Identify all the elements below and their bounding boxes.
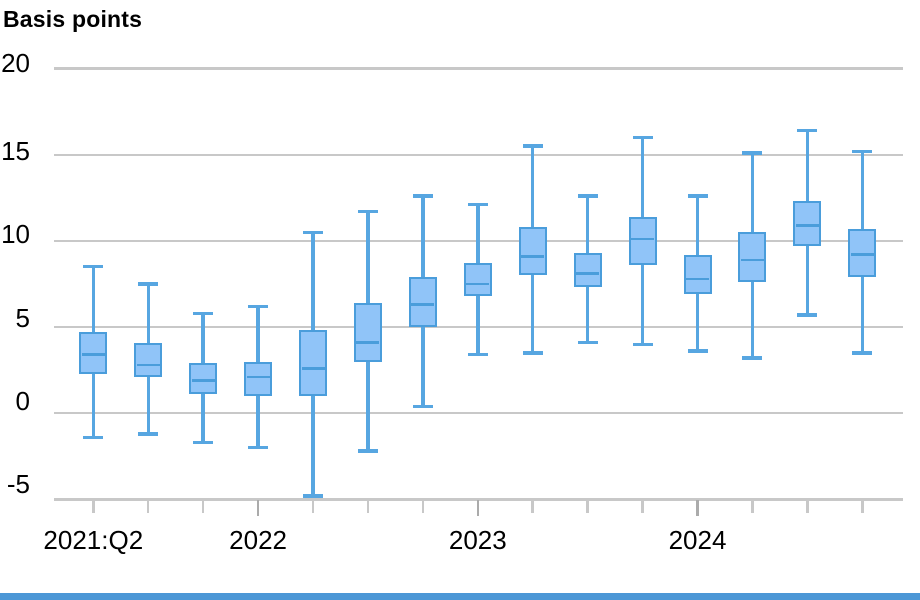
iqr-box (189, 363, 218, 395)
median-line (466, 282, 490, 286)
whisker-cap-bottom (248, 445, 269, 450)
x-axis-tick (861, 500, 864, 513)
iqr-box (408, 277, 437, 328)
x-axis-tick (366, 500, 370, 513)
y-axis-tick-label: 5 (15, 303, 30, 333)
iqr-box (848, 228, 877, 278)
x-axis-tick (201, 500, 205, 513)
median-line (81, 353, 105, 356)
iqr-box (134, 342, 163, 377)
median-line (850, 253, 874, 256)
whisker-cap-bottom (742, 356, 763, 360)
median-line (686, 277, 710, 280)
iqr-box (628, 216, 657, 265)
median-line (246, 375, 270, 379)
whisker-cap-bottom (522, 351, 543, 355)
iqr-box (353, 302, 382, 362)
median-line (576, 272, 600, 275)
whisker-cap-bottom (138, 432, 159, 436)
whisker-cap-top (412, 194, 433, 198)
whisker-cap-bottom (193, 440, 214, 445)
x-axis-tick (531, 500, 534, 513)
iqr-box (518, 227, 547, 276)
x-axis-tick (586, 500, 589, 513)
y-axis-tick-label: 0 (15, 386, 30, 416)
chart-title: Basis points (3, 6, 143, 32)
y-axis-tick-label: -5 (6, 469, 30, 499)
iqr-box (299, 330, 328, 396)
bottom-accent-bar (0, 593, 920, 600)
median-line (136, 363, 160, 367)
whisker-cap-bottom (687, 349, 708, 353)
iqr-box (738, 232, 767, 283)
whisker-cap-top (357, 209, 378, 214)
whisker-cap-top (687, 194, 708, 198)
whisker-cap-top (742, 151, 763, 155)
y-axis-tick-label: 15 (1, 136, 30, 166)
y-axis-tick-label: 20 (1, 48, 30, 78)
iqr-box (683, 254, 712, 295)
median-line (356, 341, 380, 344)
whisker-cap-bottom (632, 342, 653, 347)
whisker-cap-bottom (577, 340, 598, 345)
whisker-cap-bottom (303, 494, 324, 498)
median-line (521, 255, 545, 258)
gridline (54, 498, 903, 501)
whisker-cap-top (797, 128, 818, 133)
iqr-box (793, 201, 822, 247)
whisker-cap-bottom (357, 449, 378, 453)
median-line (740, 258, 764, 262)
x-axis-tick (146, 500, 150, 513)
x-axis-label: 2021:Q2 (43, 525, 144, 555)
whisker-cap-top (467, 202, 488, 207)
whisker-cap-bottom (467, 352, 488, 357)
whisker-cap-bottom (852, 351, 873, 355)
x-axis-tick (806, 500, 809, 513)
whisker-cap-top (632, 135, 653, 140)
x-axis-label: 2024 (668, 525, 727, 555)
y-axis-tick-label: 10 (1, 219, 30, 249)
whisker-cap-top (852, 149, 873, 154)
median-line (795, 224, 819, 227)
median-line (191, 379, 215, 382)
whisker-cap-top (577, 194, 598, 198)
whisker-cap-top (303, 230, 324, 235)
whisker-cap-bottom (83, 435, 104, 440)
whisker-cap-top (138, 282, 159, 286)
whisker-cap-top (248, 304, 269, 309)
whisker-cap-bottom (797, 313, 818, 317)
whisker-cap-top (83, 264, 104, 269)
whisker-cap-bottom (412, 404, 433, 409)
median-line (631, 237, 655, 241)
x-axis-tick (751, 500, 754, 513)
x-axis-year-tick (476, 500, 480, 516)
gridline (54, 412, 903, 415)
gridline (54, 153, 903, 156)
iqr-box (244, 361, 273, 396)
gridline (54, 67, 903, 70)
x-axis-tick (641, 500, 644, 513)
x-axis-year-tick (696, 500, 699, 516)
median-line (301, 367, 325, 370)
x-axis-year-tick (256, 500, 260, 516)
x-axis-tick (421, 500, 425, 513)
x-axis-tick (311, 500, 315, 513)
iqr-box (79, 332, 108, 374)
iqr-box (463, 263, 492, 297)
x-axis-label: 2022 (229, 525, 287, 555)
whisker-cap-top (193, 311, 214, 316)
x-axis-tick (92, 500, 95, 513)
whisker-cap-top (522, 144, 543, 148)
iqr-box (573, 252, 602, 288)
median-line (411, 303, 435, 306)
x-axis-label: 2023 (448, 525, 507, 555)
